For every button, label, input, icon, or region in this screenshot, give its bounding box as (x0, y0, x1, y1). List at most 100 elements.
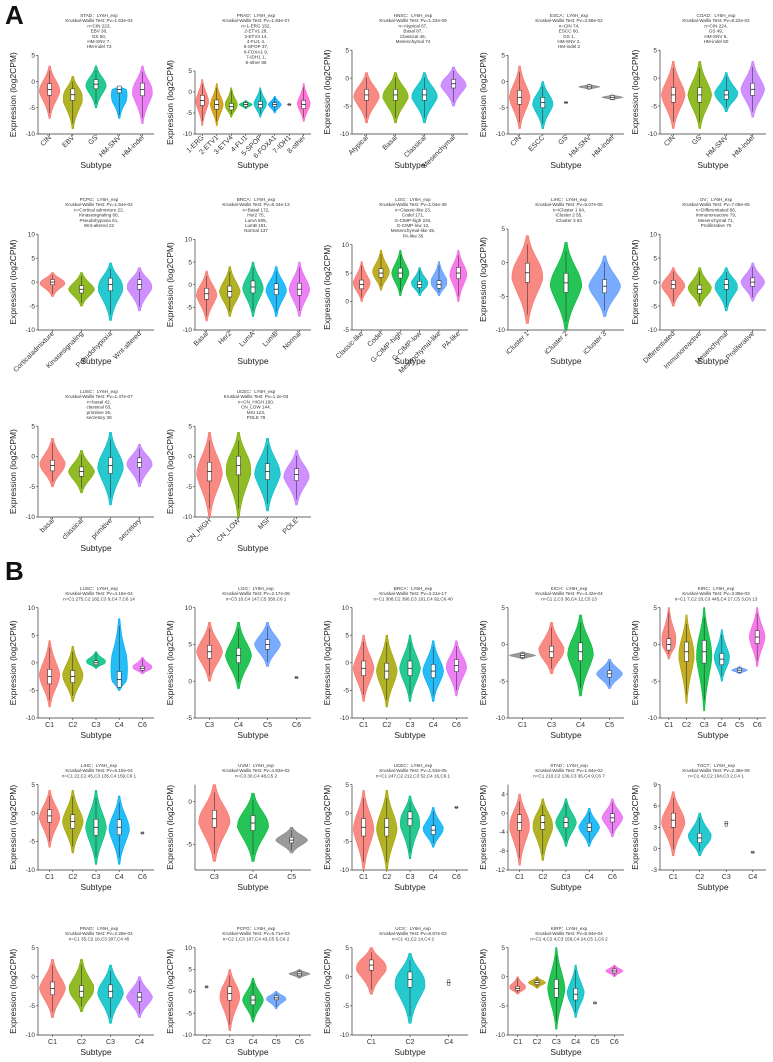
violin-panel-a3: HNSC：LY6H_exp Kruskal-Wallis Test: Pv=1.2… (322, 12, 472, 170)
y-tick-label: -5 (343, 688, 349, 695)
violin-c4 (126, 976, 153, 1018)
x-axis-label: Subtype (394, 160, 425, 170)
violin-c3 (399, 634, 421, 702)
violin-panel-a9: LIHC：LY6H_exp Kruskal-Wallis Test: Pv=5.0… (478, 196, 628, 366)
violin-c3 (219, 969, 240, 1031)
violin-c3 (538, 622, 565, 675)
violin-basal (196, 270, 218, 322)
chart-title-line: HM-indel 73 (87, 44, 112, 49)
x-tick-label: CIN (663, 134, 676, 147)
x-tick-label: Basal (382, 134, 400, 152)
y-tick-label: -10 (26, 1032, 36, 1039)
chart-title-line: BRCA：LY6H_exp (394, 586, 433, 591)
x-tick-label: C6 (138, 874, 147, 881)
y-tick-label: -5 (499, 1003, 505, 1010)
y-tick-label: 10 (28, 605, 36, 612)
y-tick-label: 5 (188, 423, 192, 430)
y-axis-label: Expression (log2CPM) (165, 242, 175, 327)
y-tick-label: -5 (186, 484, 192, 491)
y-tick-label: -5 (343, 103, 349, 110)
violin-7-idh1 (287, 103, 292, 106)
x-axis-label: Subtype (394, 356, 425, 366)
y-tick-label: -10 (648, 131, 658, 138)
x-tick-label: C5 (272, 1039, 281, 1046)
chart-title-line: Kruskal-Wallis Test: Pv=4.21e-17 (379, 591, 447, 596)
chart-title-line: n=C1 308,C2 390,C3 191,C4 92,C6 40 (373, 596, 453, 601)
violin-g-cimp-high (391, 249, 410, 297)
violin-classic-like (352, 261, 371, 302)
chart-title-line: OV：LY6H_exp (700, 197, 733, 202)
chart-title-line: n=Basal 172, (243, 207, 270, 212)
violin-panel-b1: LUSC：LY6H_exp Kruskal-Wallis Test: Pv=4.1… (8, 585, 158, 740)
x-tick-label: HM-indel (731, 134, 756, 159)
violin-c5 (731, 666, 748, 675)
x-tick-label: C2 (202, 1039, 211, 1046)
y-axis-label: Expression (log2CPM) (8, 239, 18, 324)
chart-title-line: n=C1 41,C2 14,C4 2 (392, 936, 434, 941)
y-tick-label: -5 (651, 303, 657, 310)
y-axis-label: Expression (log2CPM) (8, 52, 18, 137)
chart-title-line: GS 1, (563, 34, 575, 39)
violin-hm-indel (601, 94, 624, 101)
x-tick-label: C1 (669, 874, 678, 881)
y-axis-label: Expression (log2CPM) (478, 949, 488, 1034)
x-tick-label: CN_HIGH (186, 517, 213, 544)
chart-title-line: Kruskal-Wallis Test: Pv=8.22e-02 (682, 18, 750, 23)
violin-c3 (97, 964, 124, 1024)
y-tick-label: 10 (185, 237, 193, 244)
violin-c4 (422, 807, 444, 848)
chart-title-line: Kruskal-Wallis Test: Pv=4.16e-04 (65, 591, 133, 596)
violin-c5 (275, 827, 309, 854)
x-tick-label: C3 (406, 722, 415, 729)
violin-c4 (713, 629, 730, 682)
chart-title-line: n=C1 35,C2 18,C3 207,C4 45 (69, 936, 130, 941)
x-axis-label: Subtype (237, 543, 268, 553)
chart-title-line: n=CIN 223, (87, 23, 110, 28)
y-tick-label: 5 (501, 945, 505, 952)
violin-c2 (394, 953, 426, 1024)
violin-panel-a1: STAD：LY6H_exp Kruskal-Wallis Test: Pv=1.5… (8, 12, 158, 170)
chart-title-line: UCEC：LY6H_exp (394, 763, 433, 768)
x-tick-label: Proliferative (725, 330, 756, 361)
y-tick-label: 0 (345, 810, 349, 817)
chart-title-line: TGCT：LY6H_exp (697, 763, 736, 768)
violin-lumb (265, 266, 287, 317)
x-tick-label: Atypical (348, 134, 371, 157)
chart-title-line: n=1-ERG 152, (241, 23, 271, 28)
chart-title-line: PRAD：LY6H_exp (237, 13, 276, 18)
y-tick-label: 10 (342, 242, 350, 249)
violin-hm-snv (111, 85, 128, 119)
chart-title-line: G-CIMP-low 12, (397, 223, 430, 228)
violin-c1 (508, 651, 537, 660)
chart-title-line: Immunoreactive 79, (696, 213, 736, 218)
violin-icluster-2 (549, 242, 583, 331)
violin-panel-a4: ESCA：LY6H_exp Kruskal-Wallis Test: Pv=3.5… (478, 12, 628, 170)
mini-box (724, 821, 728, 827)
x-axis-label: Subtype (237, 356, 268, 366)
x-tick-label: C1 (513, 1039, 522, 1046)
y-tick-label: -8 (499, 848, 505, 855)
y-tick-label: -5 (651, 678, 657, 685)
chart-title-line: 2-ETV1 28, (244, 29, 267, 34)
mini-box (454, 806, 458, 809)
x-tick-label: C2 (406, 1039, 415, 1046)
chart-title-line: STAD：LY6H_exp (550, 763, 588, 768)
chart-title-line: Normal 137 (244, 228, 268, 233)
violin-pseudohypoxia (98, 262, 123, 321)
x-tick-label: C3 (552, 1039, 561, 1046)
y-axis-label: Expression (log2CPM) (322, 785, 332, 870)
violin-primitive (97, 431, 124, 506)
x-tick-label: C2 (77, 1039, 86, 1046)
chart-title-line: PCPG：LY6H_exp (80, 197, 119, 202)
x-axis-label: Subtype (80, 1047, 111, 1057)
violin-c6 (605, 964, 624, 978)
y-tick-label: -10 (340, 867, 350, 874)
violin-c5 (254, 622, 281, 667)
chart-title-line: n=C1 42,C2 104,C3 2,C4 1 (688, 773, 744, 778)
y-tick-label: 5 (31, 423, 35, 430)
